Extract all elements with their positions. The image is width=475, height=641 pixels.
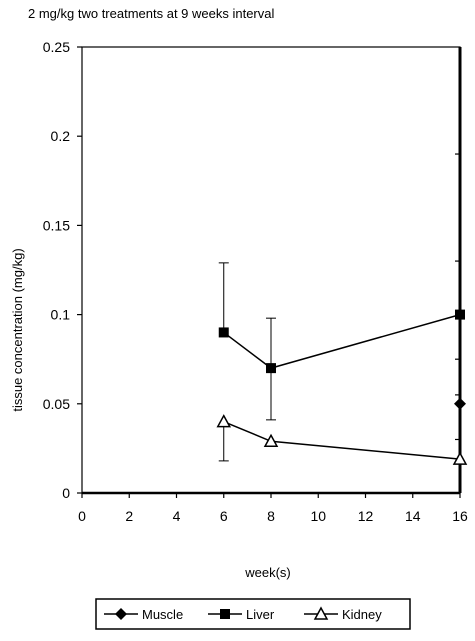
kidney-point — [216, 414, 232, 428]
x-tick-label: 12 — [358, 508, 374, 524]
y-tick-label: 0.1 — [51, 307, 71, 323]
legend-item-liver: Liver — [208, 607, 275, 622]
legend-label-muscle: Muscle — [142, 607, 183, 622]
x-axis-ticks: 0 2 4 6 8 10 12 14 16 — [78, 493, 468, 524]
series-liver — [218, 262, 465, 421]
y-axis-label: tissue concentration (mg/kg) — [10, 248, 25, 411]
legend-label-liver: Liver — [246, 607, 275, 622]
kidney-line — [223, 420, 461, 460]
series-kidney — [216, 414, 468, 465]
legend-marker-liver — [220, 609, 230, 619]
x-tick-label: 16 — [452, 508, 468, 524]
x-tick-label: 6 — [220, 508, 228, 524]
kidney-point — [263, 433, 279, 448]
legend-label-kidney: Kidney — [342, 607, 382, 622]
y-tick-label: 0.15 — [43, 217, 70, 233]
legend-item-muscle: Muscle — [104, 607, 183, 622]
x-tick-label: 4 — [173, 508, 181, 524]
legend: Muscle Liver Kidney — [104, 606, 382, 622]
x-tick-label: 0 — [78, 508, 86, 524]
y-tick-label: 0 — [62, 485, 70, 501]
liver-point — [266, 363, 276, 374]
x-axis-label: week(s) — [244, 565, 291, 580]
series-layer — [216, 262, 468, 465]
legend-marker-muscle — [115, 608, 127, 620]
plot-area — [81, 46, 461, 494]
chart-title: 2 mg/kg two treatments at 9 weeks interv… — [28, 6, 274, 21]
x-tick-label: 10 — [310, 508, 326, 524]
y-tick-label: 0.25 — [43, 39, 70, 55]
muscle-point — [454, 397, 466, 410]
x-tick-label: 2 — [125, 508, 133, 524]
y-tick-label: 0.05 — [43, 396, 70, 412]
liver-line — [223, 313, 461, 369]
liver-point — [218, 327, 229, 338]
legend-item-kidney: Kidney — [304, 606, 382, 622]
x-tick-label: 14 — [405, 508, 421, 524]
right-axis-ticks — [455, 153, 460, 441]
x-tick-label: 8 — [267, 508, 275, 524]
liver-point — [455, 309, 465, 320]
y-axis-ticks: 0 0.05 0.1 0.15 0.2 0.25 — [43, 39, 82, 501]
kidney-point — [452, 451, 468, 465]
legend-box — [95, 598, 411, 630]
y-tick-label: 0.2 — [51, 128, 71, 144]
series-muscle — [454, 397, 466, 410]
legend-marker-kidney — [313, 606, 329, 620]
